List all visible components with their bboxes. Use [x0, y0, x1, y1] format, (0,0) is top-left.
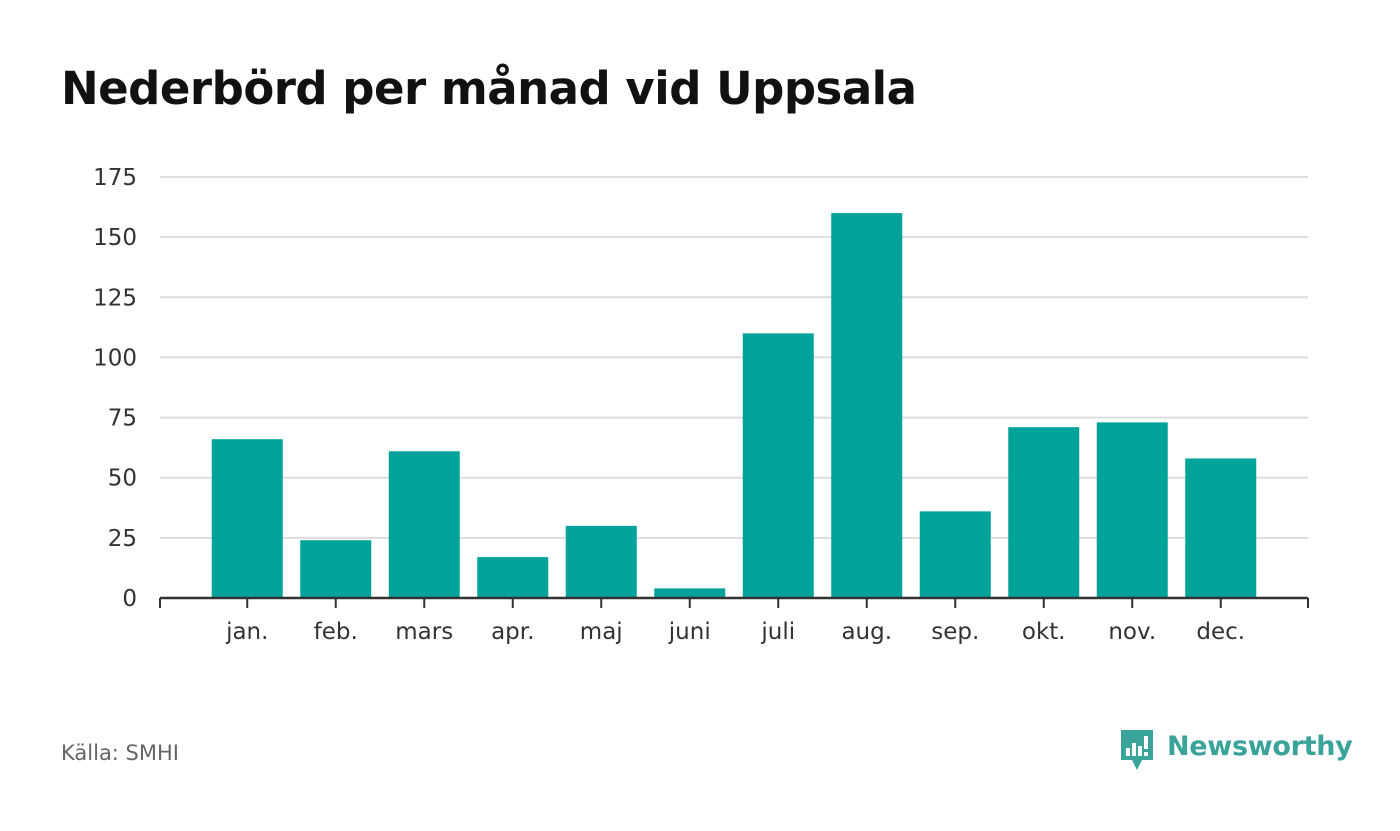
bar [300, 540, 372, 598]
bar [1008, 427, 1080, 598]
x-tick-label: juli [760, 619, 795, 645]
y-tick-label: 175 [93, 165, 137, 191]
gridlines [160, 176, 1308, 539]
y-tick-label: 125 [93, 285, 137, 311]
axes [159, 596, 1309, 608]
bar [1096, 422, 1168, 598]
x-tick-label: maj [580, 619, 623, 645]
y-tick-label: 50 [108, 466, 137, 492]
tick-labels: 0 25 50 75 100 125 150 175 jan. feb. mars apr. maj ju… [93, 165, 1245, 645]
newsworthy-logo-icon [1121, 730, 1153, 770]
x-tick-label: apr. [491, 619, 534, 645]
x-tick-label: okt. [1022, 619, 1066, 645]
x-tick-label: mars [395, 619, 453, 645]
x-tick-label: aug. [841, 619, 892, 645]
x-tick-label: sep. [931, 619, 979, 645]
bars [211, 213, 1257, 599]
y-tick-label: 150 [93, 225, 137, 251]
bar [565, 525, 637, 598]
bar [477, 557, 549, 598]
brand[interactable]: Newsworthy [1119, 728, 1353, 772]
brand-name: Newsworthy [1167, 730, 1353, 762]
bar [919, 511, 991, 598]
x-tick-label: juni [668, 619, 711, 645]
bar [388, 451, 460, 598]
bar [831, 213, 903, 599]
y-tick-label: 0 [122, 586, 137, 612]
y-tick-label: 100 [93, 345, 137, 371]
x-tick-label: jan. [225, 619, 268, 645]
y-tick-label: 25 [108, 526, 137, 552]
bar [211, 439, 283, 598]
chart-title: Nederbörd per månad vid Uppsala [61, 62, 917, 115]
bar [742, 333, 814, 598]
x-tick-label: feb. [314, 619, 358, 645]
bar [654, 588, 726, 598]
x-tick-label: dec. [1196, 619, 1245, 645]
source-note: Källa: SMHI [61, 741, 179, 765]
bar [1185, 458, 1257, 598]
x-tick-label: nov. [1108, 619, 1156, 645]
y-tick-label: 75 [108, 406, 137, 432]
